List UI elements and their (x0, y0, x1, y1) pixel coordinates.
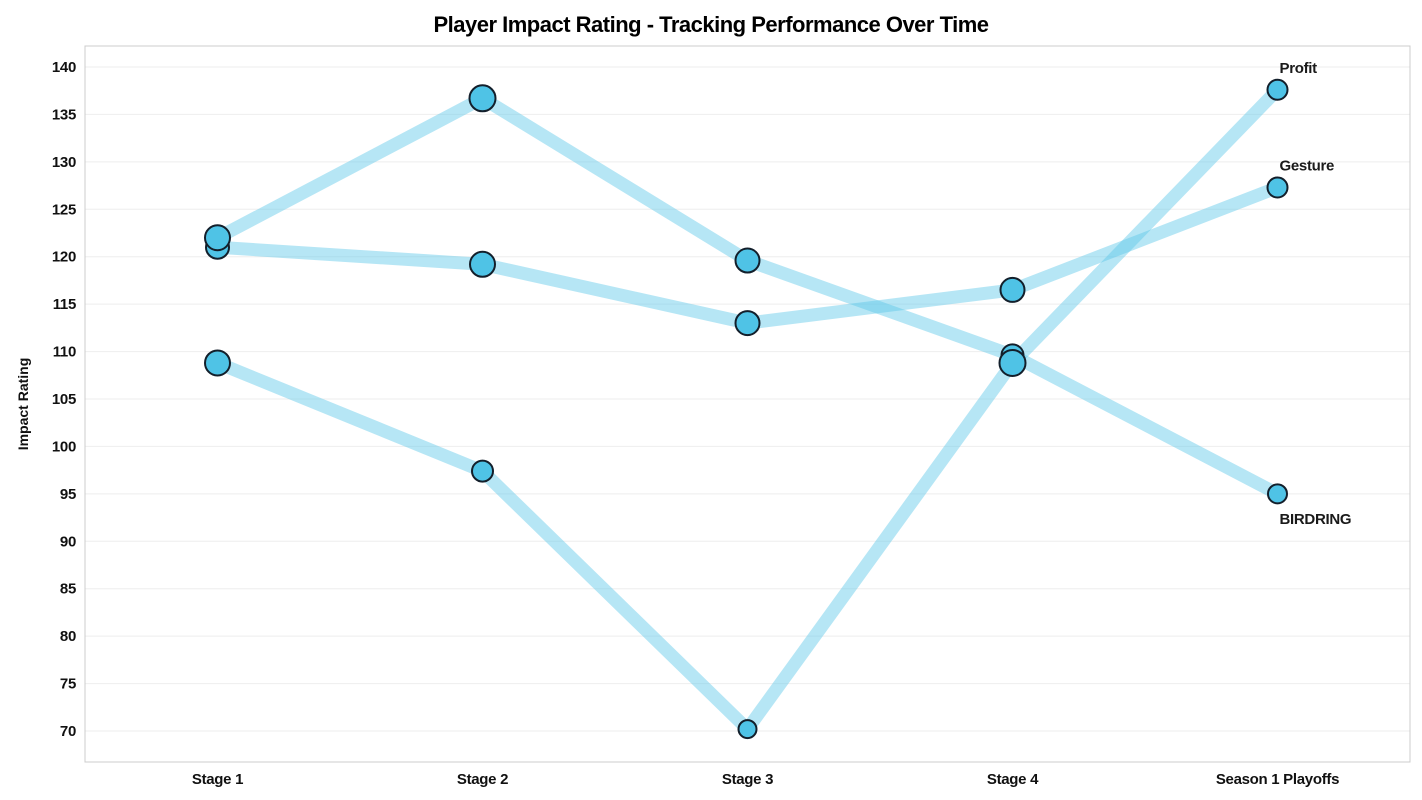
y-tick-label: 85 (60, 581, 76, 598)
x-tick-label: Stage 2 (457, 771, 508, 788)
series-label-profit: Profit (1280, 60, 1318, 77)
y-tick-label: 75 (60, 676, 76, 693)
series-label-birdring: BIRDRING (1280, 511, 1352, 528)
y-tick-label: 90 (60, 533, 76, 550)
y-tick-label: 120 (52, 249, 76, 266)
y-axis-label: Impact Rating (15, 358, 31, 451)
y-tick-label: 130 (52, 154, 76, 171)
x-tick-label: Stage 4 (987, 771, 1039, 788)
plot-border (84, 45, 1411, 763)
x-tick-label: Stage 3 (722, 771, 773, 788)
marker-profit-point-0 (204, 349, 231, 377)
marker-gesture-point-4 (1266, 176, 1289, 199)
marker-gesture-point-1 (469, 250, 496, 278)
y-tick-label: 135 (52, 106, 76, 123)
x-tick-label: Season 1 Playoffs (1216, 771, 1339, 788)
marker-birdring-point-1 (468, 84, 497, 113)
x-tick-label: Stage 1 (192, 771, 243, 788)
marker-profit-point-4 (1266, 78, 1289, 101)
chart-title: Player Impact Rating - Tracking Performa… (433, 12, 989, 37)
marker-gesture-point-3 (999, 276, 1026, 303)
marker-profit-point-3 (998, 348, 1027, 377)
series-label-gesture: Gesture (1280, 157, 1335, 174)
y-tick-label: 70 (60, 723, 76, 740)
marker-profit-point-2 (737, 719, 758, 740)
y-tick-label: 80 (60, 628, 76, 645)
marker-birdring-point-4 (1267, 483, 1288, 505)
marker-birdring-point-2 (734, 247, 761, 274)
marker-gesture-point-2 (734, 310, 761, 337)
y-tick-label: 100 (52, 438, 76, 455)
y-tick-label: 105 (52, 391, 76, 408)
y-tick-label: 140 (52, 59, 76, 76)
y-tick-label: 115 (53, 296, 76, 313)
y-tick-label: 125 (52, 201, 76, 218)
marker-profit-point-1 (471, 459, 494, 483)
marker-birdring-point-0 (204, 224, 231, 252)
y-tick-label: 95 (60, 486, 76, 503)
y-tick-label: 110 (53, 344, 76, 361)
